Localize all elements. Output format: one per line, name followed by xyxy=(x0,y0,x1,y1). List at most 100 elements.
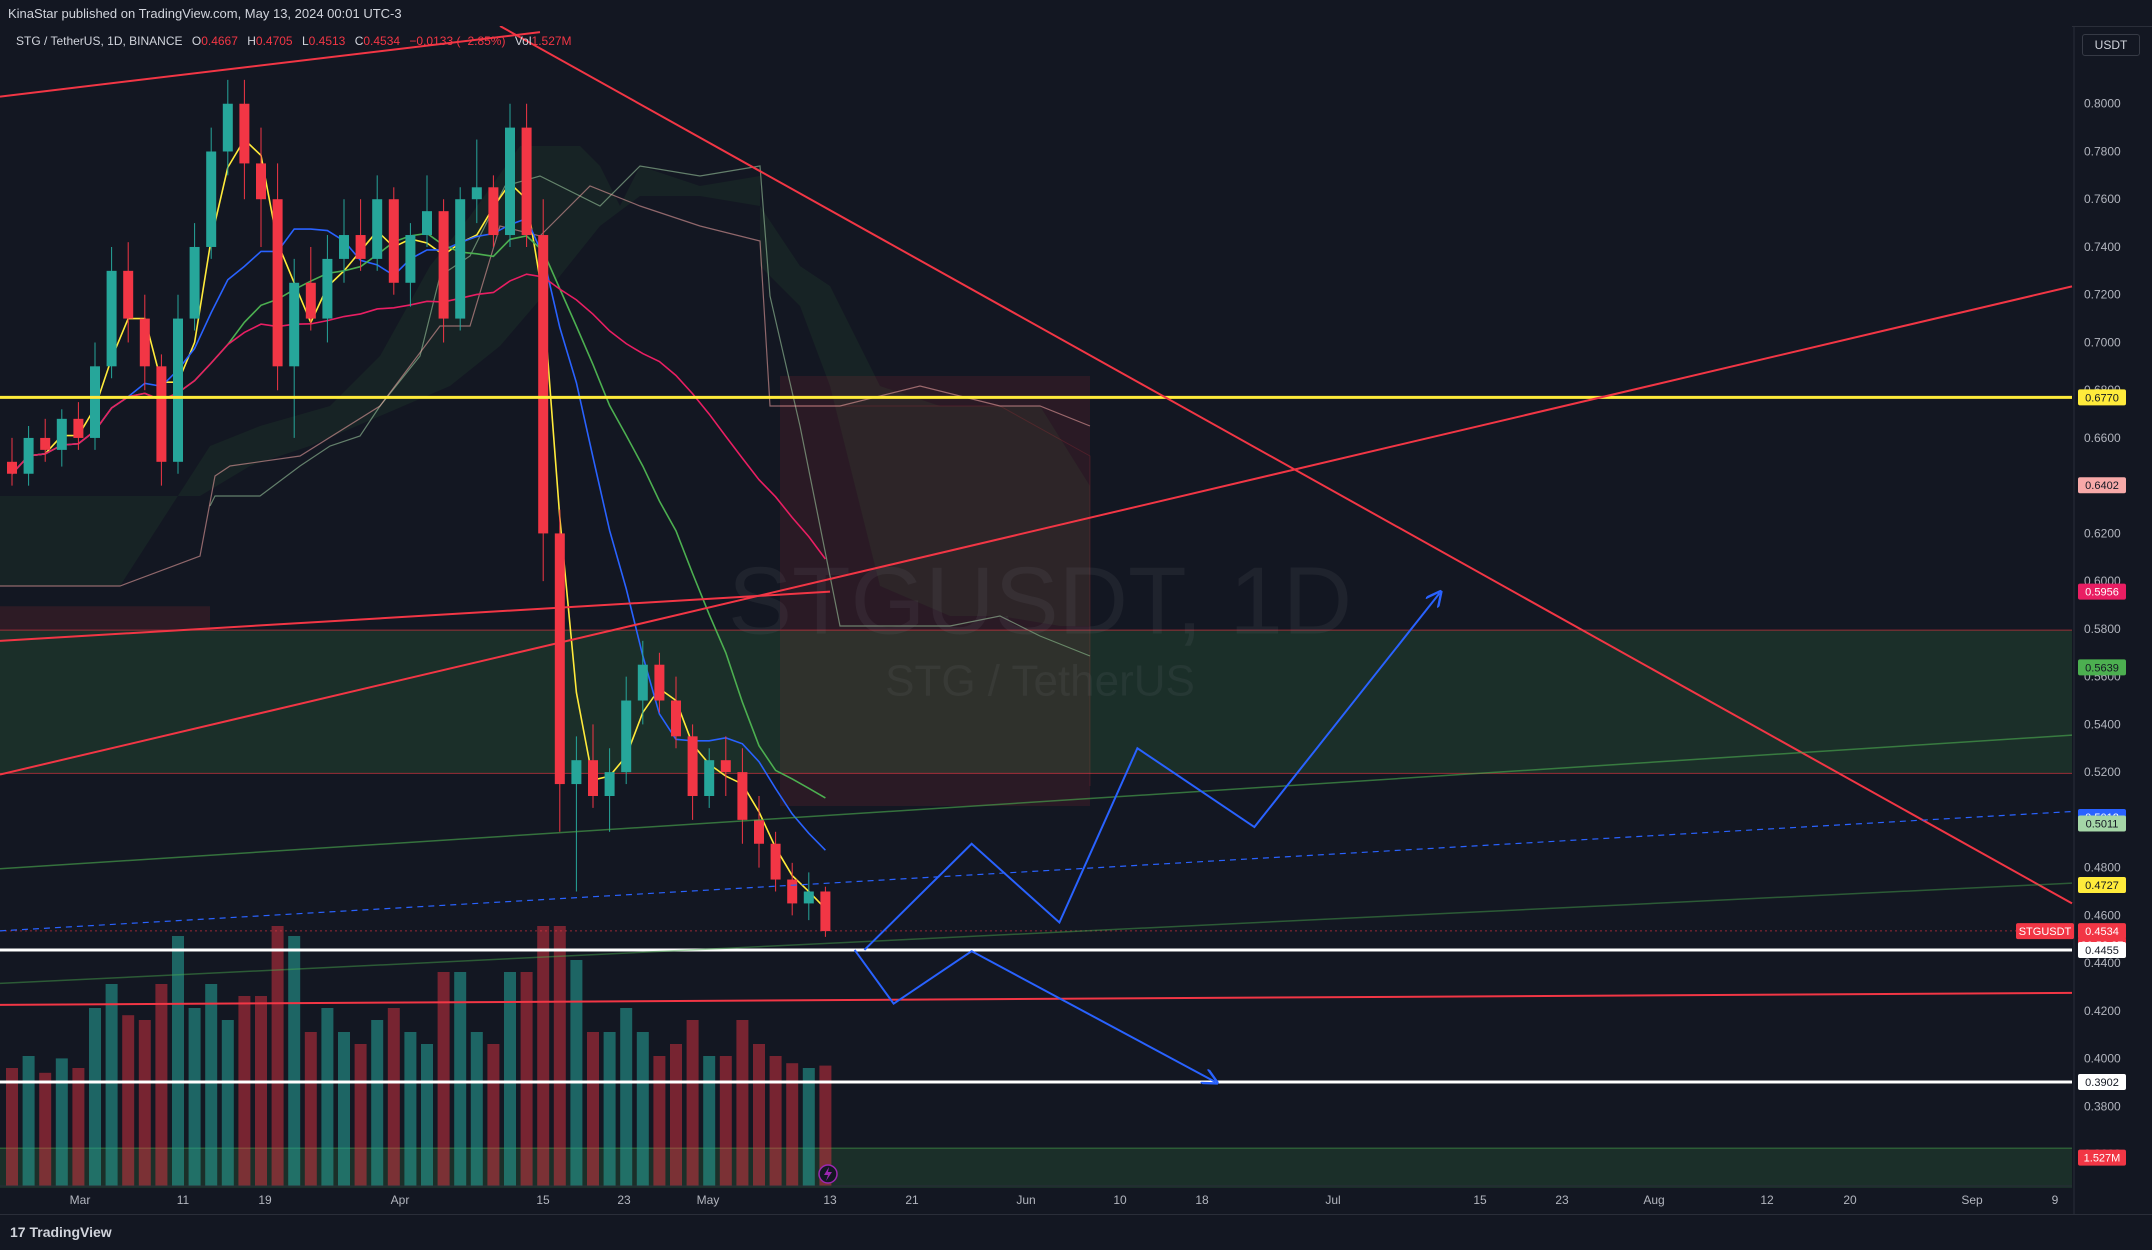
volume-bar xyxy=(354,1044,367,1186)
candle-body xyxy=(554,533,565,785)
green-channel-bottom[interactable] xyxy=(0,882,2073,985)
candle[interactable] xyxy=(189,223,200,331)
candle[interactable] xyxy=(272,163,283,391)
candle[interactable] xyxy=(355,199,366,271)
symbol-tag-label: STGUSDT xyxy=(2019,926,2072,938)
candle[interactable] xyxy=(106,246,117,379)
price-tag-label: 0.3902 xyxy=(2085,1077,2119,1089)
legend-close-label: C xyxy=(354,34,364,48)
candle-body xyxy=(604,772,615,796)
upper-left-trendline[interactable] xyxy=(0,31,541,98)
candle[interactable] xyxy=(637,640,648,725)
candle[interactable] xyxy=(471,139,482,224)
candle[interactable] xyxy=(73,402,84,450)
price-tag-label: 0.4455 xyxy=(2085,945,2119,957)
candle-body xyxy=(123,270,134,319)
candle[interactable] xyxy=(438,199,449,343)
candle[interactable] xyxy=(571,736,582,892)
candle[interactable] xyxy=(289,258,300,438)
candle[interactable] xyxy=(621,676,632,785)
volume-bar xyxy=(670,1044,682,1186)
candle[interactable] xyxy=(754,796,764,868)
candle[interactable] xyxy=(372,175,383,271)
candle[interactable] xyxy=(56,409,67,467)
candle-body xyxy=(289,282,300,367)
candle[interactable] xyxy=(787,862,798,916)
candle[interactable] xyxy=(7,437,17,486)
candle[interactable] xyxy=(206,127,217,259)
legend-low: 0.4513 xyxy=(308,34,346,48)
candle[interactable] xyxy=(123,242,134,343)
candle[interactable] xyxy=(173,294,183,474)
bullish-path[interactable] xyxy=(863,593,1439,951)
candle[interactable] xyxy=(139,294,150,391)
bearish-path[interactable] xyxy=(853,949,1216,1082)
candle-body xyxy=(455,199,466,319)
candle[interactable] xyxy=(405,223,416,307)
candle[interactable] xyxy=(422,175,432,247)
legend-high-label: H xyxy=(247,34,256,48)
candle[interactable] xyxy=(588,724,598,808)
candle-body xyxy=(40,437,51,450)
y-tick-label: 0.3800 xyxy=(2084,1099,2121,1113)
candle[interactable] xyxy=(388,187,399,295)
candle-body xyxy=(637,664,648,701)
x-tick-label: 23 xyxy=(617,1193,631,1207)
candle[interactable] xyxy=(820,886,831,937)
candle[interactable] xyxy=(222,79,233,176)
legend-close: 0.4534 xyxy=(363,34,401,48)
volume-bar xyxy=(520,972,533,1186)
price-tag-bg xyxy=(2078,477,2126,494)
candle[interactable] xyxy=(23,426,34,486)
candle[interactable] xyxy=(239,79,250,200)
candle[interactable] xyxy=(671,676,681,749)
y-tick-label: 0.5200 xyxy=(2084,765,2121,779)
descending-trendline[interactable] xyxy=(499,26,2073,905)
price-tag-bg xyxy=(2078,659,2126,676)
candle[interactable] xyxy=(455,187,466,331)
blue-dashed-line[interactable] xyxy=(0,810,2073,932)
candle-body xyxy=(488,187,499,236)
candle[interactable] xyxy=(720,736,731,796)
candle[interactable] xyxy=(40,418,51,462)
volume-bar xyxy=(570,960,583,1186)
lightning-icon[interactable] xyxy=(818,1164,838,1184)
candle[interactable] xyxy=(538,199,549,582)
mid-red-trendline[interactable] xyxy=(0,590,831,642)
candle[interactable] xyxy=(505,103,515,247)
candle-body xyxy=(173,318,183,462)
price-tag-bg xyxy=(2078,815,2126,832)
legend-high: 0.4705 xyxy=(255,34,293,48)
candle[interactable] xyxy=(554,509,565,832)
candle[interactable] xyxy=(339,199,349,283)
candle-body xyxy=(106,270,117,367)
candle[interactable] xyxy=(256,127,266,247)
candle[interactable] xyxy=(737,748,748,844)
green-channel-top[interactable] xyxy=(0,734,2073,870)
plot-area[interactable] xyxy=(0,26,2072,1186)
candle[interactable] xyxy=(488,175,499,247)
currency-unit-button[interactable]: USDT xyxy=(2082,34,2140,56)
legend-symbol: STG / TetherUS, 1D, BINANCE xyxy=(16,34,183,48)
candle[interactable] xyxy=(521,103,532,247)
candle[interactable] xyxy=(654,652,665,713)
x-tick-label: 13 xyxy=(823,1193,837,1207)
candle-body xyxy=(56,418,67,450)
candle[interactable] xyxy=(803,872,814,921)
candle[interactable] xyxy=(322,235,333,343)
candle-body xyxy=(239,103,250,164)
candle[interactable] xyxy=(156,354,167,486)
candle[interactable] xyxy=(687,724,698,820)
candle[interactable] xyxy=(305,246,316,331)
candle[interactable] xyxy=(704,748,715,808)
candle[interactable] xyxy=(770,831,781,892)
price-tag: 0.5011 xyxy=(2078,815,2126,832)
candle[interactable] xyxy=(604,748,615,832)
volume-bar xyxy=(205,984,218,1186)
candle-body xyxy=(471,187,482,200)
y-tick-label: 0.8000 xyxy=(2084,97,2121,111)
lower-red-line[interactable] xyxy=(0,991,2073,1006)
price-tag-bg xyxy=(2078,877,2126,894)
ascending-trendline[interactable] xyxy=(0,285,2073,776)
